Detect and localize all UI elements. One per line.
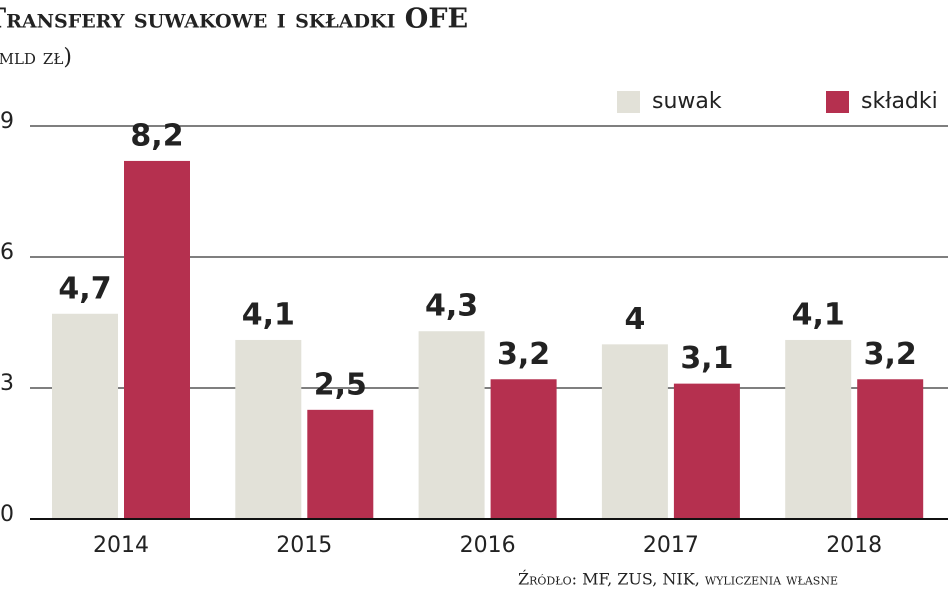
legend-swatch (617, 91, 640, 113)
x-tick-label: 2016 (460, 533, 516, 558)
x-tick-label: 2014 (93, 533, 149, 558)
bar (235, 339, 302, 519)
x-tick-label: 2017 (643, 533, 699, 558)
value-label: 3,2 (864, 337, 917, 372)
bar (124, 160, 190, 519)
y-tick-label: 6 (0, 240, 14, 265)
legend-swatch (826, 91, 849, 113)
bar (673, 383, 740, 519)
chart-title: Transfery suwakowe i składki OFE (0, 4, 468, 35)
y-tick-label: 3 (0, 371, 14, 396)
legend-label: składki (861, 89, 938, 114)
legend-label: suwak (652, 89, 722, 114)
x-tick-label: 2018 (826, 533, 882, 558)
chart-subtitle: (mld zł) (0, 45, 72, 70)
bar (52, 313, 118, 519)
value-label: 4,3 (425, 289, 478, 324)
value-label: 4,1 (242, 297, 295, 332)
bar (601, 344, 668, 519)
bar (418, 331, 485, 519)
value-label: 4,1 (792, 297, 845, 332)
value-label: 4 (624, 302, 645, 337)
y-tick-label: 0 (0, 502, 14, 527)
value-label: 4,7 (58, 271, 111, 306)
value-label: 8,2 (130, 118, 183, 153)
value-label: 3,1 (680, 341, 733, 376)
value-label: 2,5 (314, 367, 367, 402)
bar (490, 379, 557, 519)
bar (307, 409, 374, 519)
y-tick-label: 9 (0, 109, 14, 134)
bar (785, 339, 852, 519)
source: Źródło: MF, ZUS, NIK, wyliczenia własne (518, 569, 838, 589)
value-label: 3,2 (497, 337, 550, 372)
x-tick-label: 2015 (276, 533, 332, 558)
bar (857, 379, 924, 519)
